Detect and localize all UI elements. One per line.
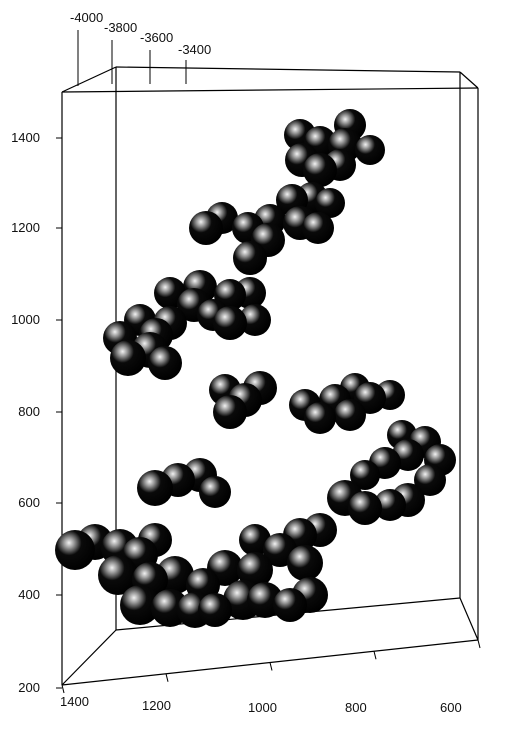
data-point xyxy=(334,399,366,431)
y-tick-label: 800 xyxy=(18,404,40,419)
y-tick-label: 1200 xyxy=(11,220,40,235)
y-tick-label: 1400 xyxy=(11,130,40,145)
data-point xyxy=(302,212,334,244)
x-tick-label: 1000 xyxy=(248,700,277,715)
data-point xyxy=(273,588,307,622)
data-point xyxy=(55,530,95,570)
z-tick-label: -3600 xyxy=(140,30,173,45)
data-point xyxy=(148,346,182,380)
data-point xyxy=(189,211,223,245)
x-tick-label: 800 xyxy=(345,700,367,715)
y-tick-label: 600 xyxy=(18,495,40,510)
data-point xyxy=(303,153,337,187)
data-point xyxy=(199,476,231,508)
data-point xyxy=(198,593,232,627)
x-tick-label: 1200 xyxy=(142,698,171,713)
z-tick-label: -3800 xyxy=(104,20,137,35)
data-point xyxy=(355,135,385,165)
y-tick-label: 400 xyxy=(18,587,40,602)
scatter3d-stage: { "chart": { "type": "scatter3d", "canva… xyxy=(0,0,521,740)
scatter-points xyxy=(55,109,456,628)
x-tick-label: 600 xyxy=(440,700,462,715)
data-point xyxy=(137,470,173,506)
data-point xyxy=(304,402,336,434)
scatter3d-svg: 1400 1200 1000 800 600 400 200 1400 1200 1000 800 6… xyxy=(0,0,521,740)
data-point xyxy=(233,241,267,275)
data-point xyxy=(287,545,323,581)
x-tick-label: 1400 xyxy=(60,694,89,709)
y-tick-label: 1000 xyxy=(11,312,40,327)
z-tick-label: -3400 xyxy=(178,42,211,57)
z-tick-label: -4000 xyxy=(70,10,103,25)
y-tick-label: 200 xyxy=(18,680,40,695)
data-point xyxy=(213,395,247,429)
data-point xyxy=(213,306,247,340)
data-point xyxy=(348,491,382,525)
data-point xyxy=(110,340,146,376)
